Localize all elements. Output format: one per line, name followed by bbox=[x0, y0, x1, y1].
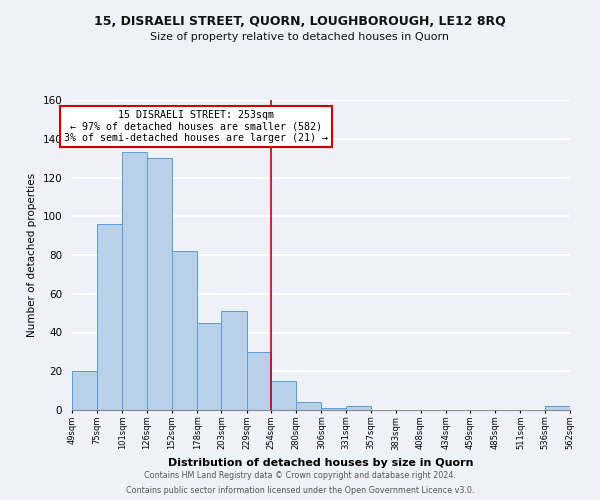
Text: 15 DISRAELI STREET: 253sqm
← 97% of detached houses are smaller (582)
3% of semi: 15 DISRAELI STREET: 253sqm ← 97% of deta… bbox=[64, 110, 328, 143]
Bar bbox=[172, 251, 197, 410]
Bar bbox=[322, 408, 346, 410]
Bar bbox=[247, 352, 271, 410]
Bar bbox=[271, 381, 296, 410]
Bar bbox=[296, 402, 322, 410]
Bar bbox=[221, 311, 247, 410]
Text: 15, DISRAELI STREET, QUORN, LOUGHBOROUGH, LE12 8RQ: 15, DISRAELI STREET, QUORN, LOUGHBOROUGH… bbox=[94, 15, 506, 28]
Bar bbox=[72, 371, 97, 410]
Y-axis label: Number of detached properties: Number of detached properties bbox=[27, 173, 37, 337]
Bar bbox=[147, 158, 172, 410]
Bar bbox=[97, 224, 122, 410]
Bar bbox=[346, 406, 371, 410]
Bar bbox=[122, 152, 147, 410]
Text: Contains public sector information licensed under the Open Government Licence v3: Contains public sector information licen… bbox=[126, 486, 474, 495]
X-axis label: Distribution of detached houses by size in Quorn: Distribution of detached houses by size … bbox=[168, 458, 474, 468]
Bar bbox=[197, 323, 221, 410]
Text: Contains HM Land Registry data © Crown copyright and database right 2024.: Contains HM Land Registry data © Crown c… bbox=[144, 471, 456, 480]
Text: Size of property relative to detached houses in Quorn: Size of property relative to detached ho… bbox=[151, 32, 449, 42]
Bar bbox=[545, 406, 570, 410]
